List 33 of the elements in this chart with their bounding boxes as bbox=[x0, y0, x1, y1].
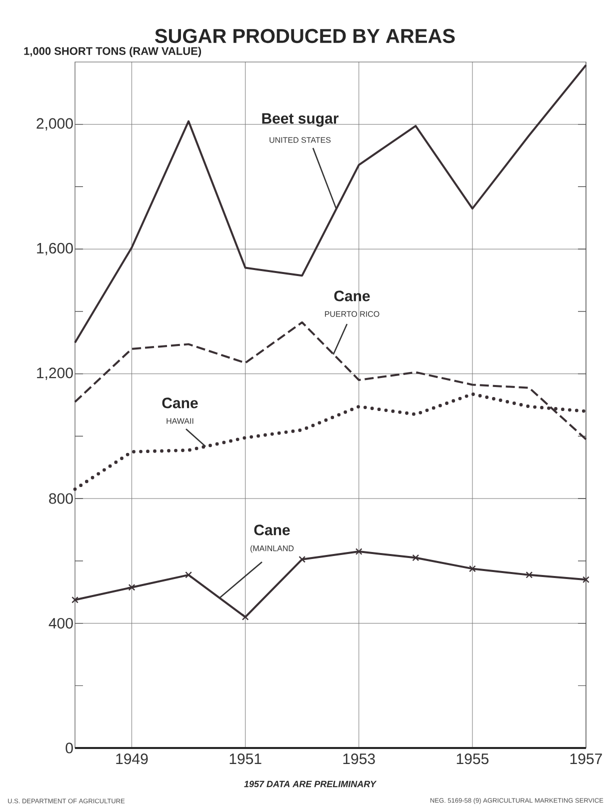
point bbox=[185, 572, 192, 578]
y-tick-label: 2,000 bbox=[36, 118, 73, 131]
x-tick-label: 1949 bbox=[116, 754, 148, 764]
x-tick-label: 1951 bbox=[230, 754, 262, 764]
y-tick-label: 800 bbox=[49, 493, 73, 504]
text: Cane bbox=[334, 290, 370, 302]
x-tick-label: 1957 bbox=[570, 754, 602, 764]
line-series bbox=[74, 64, 587, 344]
y-tick-label: 1,600 bbox=[37, 242, 73, 256]
y-axis-title: 1,000 SHORT TONS (RAW VALUE) bbox=[24, 46, 202, 58]
point bbox=[72, 596, 78, 604]
point bbox=[298, 556, 306, 563]
text: 1957 DATA ARE PRELIMINARY bbox=[244, 780, 377, 788]
point bbox=[128, 584, 136, 591]
text: Beet sugar bbox=[262, 113, 339, 127]
y-tick-label: 1,200 bbox=[37, 368, 73, 380]
series-label: Cane bbox=[254, 524, 290, 536]
annotation: PUERTO RICO bbox=[325, 311, 380, 317]
point bbox=[412, 554, 420, 562]
point bbox=[469, 565, 476, 572]
annotation: (MAINLAND bbox=[250, 545, 294, 553]
point bbox=[355, 548, 362, 555]
point bbox=[582, 576, 590, 584]
y-tick-label: 400 bbox=[48, 618, 73, 629]
text: Cane bbox=[162, 398, 198, 408]
annotation: UNITED STATES bbox=[270, 137, 331, 143]
point bbox=[526, 572, 533, 578]
x-tick-label: 1953 bbox=[343, 754, 375, 764]
x-tick-label: 1955 bbox=[456, 754, 488, 764]
annotation: HAWAII bbox=[166, 418, 194, 424]
chart-title: SUGAR PRODUCED BY AREAS bbox=[155, 28, 455, 44]
point bbox=[242, 614, 249, 620]
y-tick-label: 0 bbox=[66, 742, 73, 754]
